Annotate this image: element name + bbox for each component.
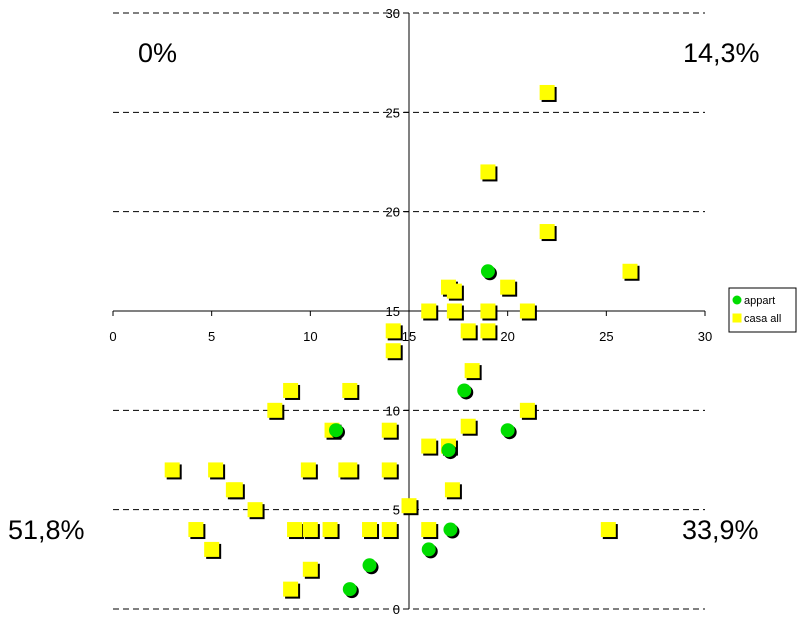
data-point-circle xyxy=(480,264,495,279)
data-point-square xyxy=(480,303,496,319)
x-tick-label: 5 xyxy=(208,329,215,344)
data-point-square xyxy=(446,283,462,299)
legend-marker-square xyxy=(732,313,742,323)
legend-label: appart xyxy=(744,295,775,307)
legend-marker-circle xyxy=(732,295,742,305)
data-point-square xyxy=(208,462,224,478)
y-tick-label: 25 xyxy=(386,105,400,120)
data-point-square xyxy=(401,498,417,514)
legend-box xyxy=(728,287,797,333)
data-point-square xyxy=(539,224,555,240)
data-point-square xyxy=(188,522,204,538)
quadrant-label-bottom-right: 33,9% xyxy=(682,515,759,545)
data-point-square xyxy=(287,522,303,538)
data-point-square xyxy=(283,382,299,398)
y-tick-label: 5 xyxy=(393,503,400,518)
y-tick-label: 30 xyxy=(386,6,400,21)
legend: appart casa all xyxy=(728,287,797,333)
legend-label: casa all xyxy=(744,313,781,325)
data-point-square xyxy=(480,164,496,180)
data-point-circle xyxy=(443,522,458,537)
x-tick-label: 20 xyxy=(500,329,514,344)
data-points xyxy=(164,84,640,599)
data-point-square xyxy=(227,482,243,498)
x-tick-label: 30 xyxy=(698,329,712,344)
data-point-square xyxy=(539,84,555,100)
data-point-square xyxy=(322,522,338,538)
data-point-square xyxy=(421,303,437,319)
data-point-square xyxy=(283,581,299,597)
data-point-square xyxy=(381,522,397,538)
y-tick-label: 20 xyxy=(386,205,400,220)
data-point-square xyxy=(421,438,437,454)
y-axis-ticks: 0 5 10 15 20 25 30 xyxy=(386,6,409,617)
data-point-circle xyxy=(342,582,357,597)
data-point-square xyxy=(362,522,378,538)
data-point-circle xyxy=(328,423,343,438)
data-point-square xyxy=(381,462,397,478)
data-point-square xyxy=(342,382,358,398)
data-point-square xyxy=(480,323,496,339)
y-tick-label: 15 xyxy=(386,304,400,319)
x-tick-label: 25 xyxy=(599,329,613,344)
data-point-square xyxy=(600,522,616,538)
x-tick-label: 0 xyxy=(109,329,116,344)
data-point-square xyxy=(381,422,397,438)
data-point-square xyxy=(444,482,460,498)
data-point-square xyxy=(164,462,180,478)
data-point-square xyxy=(622,263,638,279)
data-point-square xyxy=(460,323,476,339)
data-point-square xyxy=(204,541,220,557)
data-point-circle xyxy=(362,558,377,573)
data-point-square xyxy=(421,522,437,538)
data-point-circle xyxy=(500,423,515,438)
data-point-square xyxy=(460,418,476,434)
quadrant-label-bottom-left: 51,8% xyxy=(8,515,85,545)
data-point-square xyxy=(385,323,401,339)
data-point-square xyxy=(446,303,462,319)
x-tick-label: 15 xyxy=(402,329,416,344)
data-point-square xyxy=(342,462,358,478)
data-point-square xyxy=(464,363,480,379)
data-point-square xyxy=(519,402,535,418)
data-point-square xyxy=(267,402,283,418)
data-point-square xyxy=(385,343,401,359)
data-point-square xyxy=(519,303,535,319)
data-point-circle xyxy=(441,443,456,458)
data-point-square xyxy=(300,462,316,478)
data-point-square xyxy=(302,561,318,577)
y-tick-label: 10 xyxy=(386,403,400,418)
x-axis-ticks: 0 5 10 15 20 25 30 xyxy=(109,311,712,344)
quadrant-label-top-left: 0% xyxy=(138,38,178,68)
data-point-square xyxy=(302,522,318,538)
data-point-circle xyxy=(457,383,472,398)
quadrant-label-top-right: 14,3% xyxy=(683,38,760,68)
data-point-square xyxy=(500,279,516,295)
data-point-circle xyxy=(421,542,436,557)
data-point-square xyxy=(247,502,263,518)
x-tick-label: 10 xyxy=(303,329,317,344)
y-tick-label: 0 xyxy=(393,602,400,617)
